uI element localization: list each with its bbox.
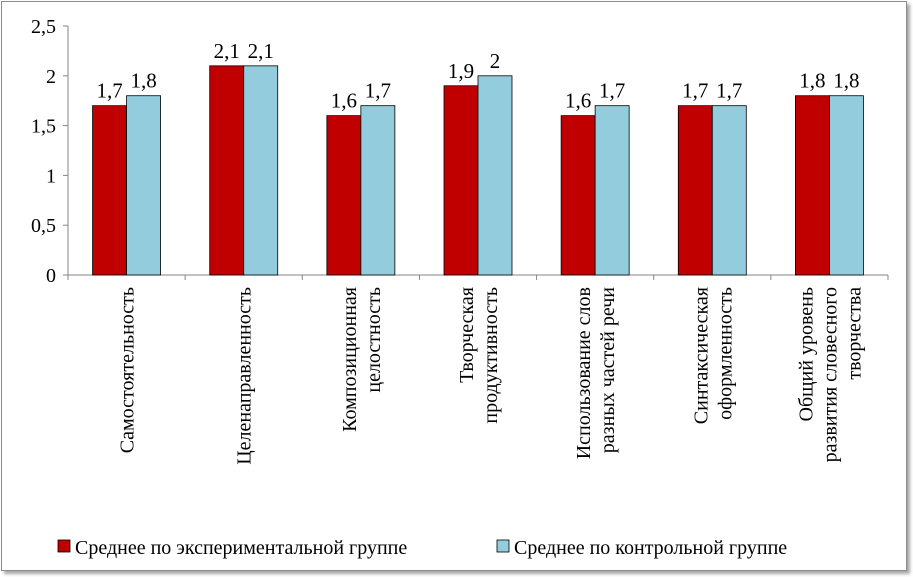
bar-series2 <box>477 75 513 276</box>
bar-series1 <box>443 85 479 276</box>
data-label: 2,1 <box>214 39 240 63</box>
legend-swatch <box>496 539 510 553</box>
category-label: разных частей речи <box>597 287 619 453</box>
y-tick-label: 2 <box>46 66 56 88</box>
bar-series1 <box>92 105 127 276</box>
data-label: 2,1 <box>248 39 274 63</box>
legend: Среднее по экспериментальной группе Средн… <box>57 537 787 559</box>
y-tick-label: 0 <box>46 265 56 287</box>
bar-series2 <box>360 105 396 276</box>
category-label: целостность <box>363 287 385 393</box>
data-labels: 1,7 1,8 2,1 2,1 1,6 1,7 1,9 2 1,6 1,7 1,7 1,7 1,8 1,8 <box>96 39 859 113</box>
data-label: 1,8 <box>799 69 825 93</box>
category-labels: Самостоятельность Целенаправленность Компо… <box>117 287 866 465</box>
data-label: 2 <box>490 49 501 73</box>
data-label: 1,7 <box>716 79 742 103</box>
category-label: Целенаправленность <box>234 287 256 465</box>
bar-series2 <box>243 65 279 276</box>
y-tick-label: 2,5 <box>31 16 56 38</box>
bar-series2 <box>594 105 630 276</box>
category-label: Самостоятельность <box>117 287 139 453</box>
y-tick-label: 1 <box>46 165 56 187</box>
y-tick-label: 1,5 <box>31 116 56 138</box>
data-label: 1,8 <box>130 69 156 93</box>
legend-swatch <box>57 539 71 553</box>
bars <box>92 65 864 276</box>
bar-series1 <box>209 65 245 276</box>
chart-axes: 0 0,5 1 1,5 2 2,5 <box>31 16 889 287</box>
bar-series1 <box>795 95 830 276</box>
data-label: 1,6 <box>565 89 591 113</box>
bar-series1 <box>677 105 713 276</box>
category-label: развития словесного <box>819 287 841 462</box>
data-label: 1,9 <box>448 59 474 83</box>
category-label: продуктивность <box>480 287 502 424</box>
data-label: 1,8 <box>833 69 859 93</box>
legend-label: Среднее по контрольной группе <box>514 537 787 559</box>
bar-series2 <box>126 95 161 276</box>
category-label: оформленность <box>714 287 736 420</box>
category-label: Синтаксическая <box>690 287 712 424</box>
category-label: Композиционная <box>339 287 361 432</box>
bar-series1 <box>326 115 362 276</box>
category-label: Общий уровень <box>795 287 817 421</box>
data-label: 1,7 <box>96 79 122 103</box>
legend-label: Среднее по экспериментальной группе <box>75 537 407 559</box>
y-tick-label: 0,5 <box>31 215 56 237</box>
data-label: 1,7 <box>365 79 391 103</box>
bar-series2 <box>711 105 747 276</box>
bar-series2 <box>829 95 864 276</box>
category-label: Использование слов <box>573 287 595 459</box>
data-label: 1,6 <box>331 89 357 113</box>
category-label: творчества <box>843 287 865 380</box>
data-label: 1,7 <box>599 79 625 103</box>
category-label: Творческая <box>456 287 478 383</box>
bar-series1 <box>560 115 596 276</box>
data-label: 1,7 <box>682 79 708 103</box>
